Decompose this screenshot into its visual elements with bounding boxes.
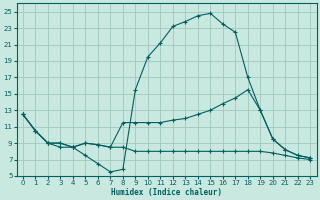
X-axis label: Humidex (Indice chaleur): Humidex (Indice chaleur) — [111, 188, 222, 197]
